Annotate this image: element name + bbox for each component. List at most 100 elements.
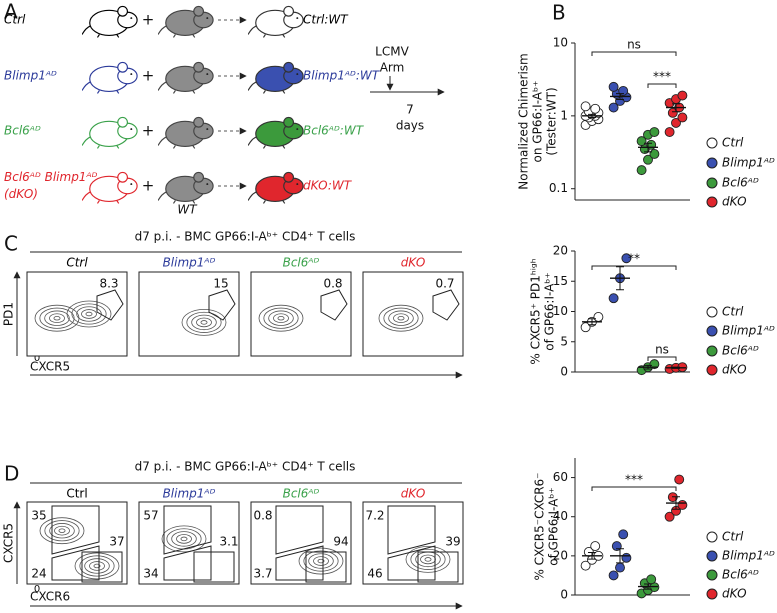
contour xyxy=(71,303,107,325)
contour xyxy=(58,528,66,533)
panel-label: B xyxy=(552,1,566,25)
mouse-icon xyxy=(248,117,304,149)
gate xyxy=(387,505,436,555)
contour xyxy=(161,525,207,553)
significance-label: ** xyxy=(628,252,640,266)
plot-frame xyxy=(138,271,240,357)
y-axis-label: PD1 xyxy=(2,302,16,326)
plot-frame xyxy=(138,501,240,585)
data-point xyxy=(664,127,675,137)
data-point xyxy=(590,541,601,552)
data-point xyxy=(677,112,688,123)
contour xyxy=(39,307,75,329)
contour xyxy=(66,300,112,328)
significance-label: ns xyxy=(627,38,641,52)
gate xyxy=(432,289,460,321)
contour xyxy=(176,534,192,544)
gate xyxy=(51,545,100,581)
gate xyxy=(275,505,324,555)
y-tick-label: 20 xyxy=(553,244,568,258)
contour xyxy=(273,313,289,324)
data-point xyxy=(580,101,591,112)
contour xyxy=(313,556,329,566)
chimera-label: Ctrl:WT xyxy=(303,13,349,27)
error-bar xyxy=(644,364,652,370)
error-bar xyxy=(644,142,652,153)
plus-sign: + xyxy=(142,177,155,195)
data-point xyxy=(636,165,647,176)
error-bar xyxy=(644,583,652,590)
data-point xyxy=(593,311,604,322)
legend-marker xyxy=(706,306,718,318)
genotype-label: Ctrl xyxy=(4,13,26,27)
contour xyxy=(49,523,75,539)
infection-label: LCMV xyxy=(375,45,409,59)
legend-marker xyxy=(706,364,718,376)
legend-marker xyxy=(706,137,718,149)
gate xyxy=(81,551,123,583)
gate-frequency: 0.7 xyxy=(435,277,454,291)
mouse-icon xyxy=(248,62,304,94)
gate-frequency: 3.7 xyxy=(253,567,272,581)
contour xyxy=(81,309,97,319)
legend-marker xyxy=(706,196,718,208)
genotype-label: Bcl6ᴬᴰ xyxy=(4,124,41,138)
legend-marker xyxy=(706,588,718,600)
chimera-label: dKO:WT xyxy=(303,179,353,193)
gate-frequency: 7.2 xyxy=(365,509,384,523)
contour xyxy=(263,307,299,329)
contour xyxy=(85,311,93,317)
contour xyxy=(44,520,80,542)
contour xyxy=(44,310,70,326)
legend-label: dKO xyxy=(722,587,747,601)
gate xyxy=(193,551,235,583)
genotype-label: Blimp1ᴬᴰ xyxy=(4,69,57,83)
zero-label: 0 xyxy=(34,353,40,364)
error-bar xyxy=(616,548,624,564)
data-point xyxy=(636,136,647,147)
y-axis-label: (Tester:WT) xyxy=(545,87,559,155)
gate xyxy=(208,289,236,321)
gate-frequency: 57 xyxy=(143,509,158,523)
infection-label: Arm xyxy=(380,61,405,75)
y-axis-label: of GP66:I-Aᵇ⁺ xyxy=(543,272,557,351)
error-bar xyxy=(672,496,680,510)
gate-frequency: 37 xyxy=(109,535,124,549)
significance-bracket xyxy=(591,265,677,270)
contour xyxy=(383,307,419,329)
mouse-icon xyxy=(248,6,304,38)
wt-label: WT xyxy=(177,203,198,217)
duration-label: 7 xyxy=(406,103,414,117)
mouse-icon xyxy=(158,117,214,149)
genotype-label: Bcl6ᴬᴰ Blimp1ᴬᴰ xyxy=(4,170,98,184)
mouse-icon xyxy=(82,117,138,149)
zero-label: 0 xyxy=(34,584,40,595)
flow-title: d7 p.i. - BMC GP66:I-Aᵇ⁺ CD4⁺ T cells xyxy=(135,230,356,244)
data-point xyxy=(677,90,688,101)
legend-label: dKO xyxy=(722,195,747,209)
data-point xyxy=(649,149,660,159)
error-bar xyxy=(588,318,596,326)
error-bar xyxy=(588,552,596,560)
data-point xyxy=(671,117,681,128)
y-axis-label: % CXCR5⁻CXCR6⁻ xyxy=(533,472,547,580)
y-tick-label: 15 xyxy=(553,274,568,288)
legend-marker xyxy=(706,569,718,581)
mouse-icon xyxy=(248,172,304,204)
contour xyxy=(84,558,110,574)
contour xyxy=(410,548,446,570)
mouse-icon xyxy=(158,172,214,204)
contour xyxy=(317,558,325,564)
x-axis-label: CXCR5 xyxy=(30,360,70,374)
panel-label: A xyxy=(4,0,18,24)
y-axis-label: % CXCR5⁺ PD1ʰⁱᵍʰ xyxy=(529,258,543,364)
legend-marker xyxy=(706,345,718,357)
gate-frequency: 35 xyxy=(31,509,46,523)
contour xyxy=(180,536,188,542)
contour xyxy=(89,561,105,571)
gate xyxy=(320,289,348,321)
legend-label: Blimp1ᴬᴰ xyxy=(722,324,775,338)
gate xyxy=(417,551,459,583)
contour xyxy=(196,317,212,328)
